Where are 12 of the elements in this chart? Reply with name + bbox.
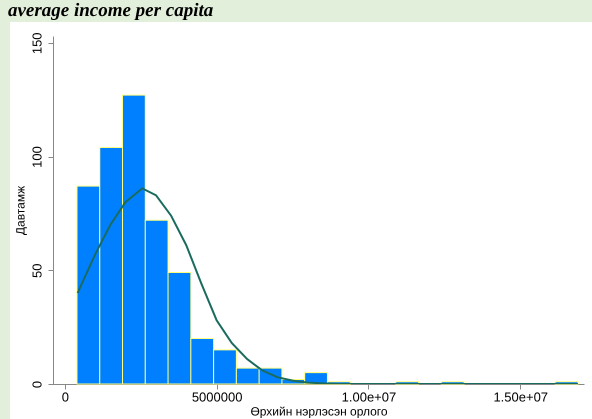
x-axis-title: Өрхийн нэрлэсэн орлого bbox=[250, 404, 388, 418]
x-tick-label: 0 bbox=[62, 390, 69, 404]
y-tick-label: 150 bbox=[30, 32, 44, 54]
y-tick-label: 0 bbox=[30, 380, 44, 388]
x-tick-label: 1.50e+07 bbox=[493, 390, 548, 404]
y-axis-title: Давтамж bbox=[14, 186, 28, 236]
x-tick-label: 1.00e+07 bbox=[342, 390, 396, 404]
y-tick-label: 50 bbox=[30, 264, 44, 278]
y-tick-label: 100 bbox=[30, 146, 44, 168]
chart-title: average income per capita bbox=[7, 0, 214, 22]
line-series bbox=[76, 187, 579, 384]
x-tick-label: 5000000 bbox=[192, 390, 242, 404]
